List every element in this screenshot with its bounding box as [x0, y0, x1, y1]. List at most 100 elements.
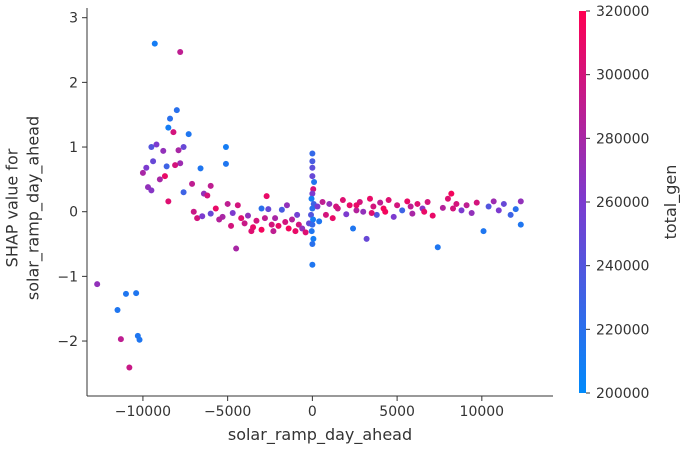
x-axis-label: solar_ramp_day_ahead	[228, 425, 412, 445]
scatter-point	[309, 190, 316, 197]
scatter-point	[190, 208, 197, 215]
scatter-point	[122, 290, 129, 297]
scatter-point	[394, 202, 401, 209]
colorbar-tick-label: 280000	[596, 131, 649, 147]
scatter-point	[319, 199, 326, 205]
scatter-point	[270, 228, 277, 235]
scatter-point	[309, 241, 316, 248]
scatter-point	[448, 190, 455, 197]
scatter-point	[278, 206, 285, 213]
x-tick-label: 5000	[379, 404, 415, 420]
scatter-point	[204, 192, 211, 199]
scatter-point	[133, 290, 140, 297]
scatter-point	[429, 212, 436, 219]
scatter-point	[180, 144, 187, 151]
scatter-point	[177, 160, 184, 167]
scatter-point	[322, 211, 329, 218]
scatter-point	[450, 205, 457, 212]
scatter-point	[229, 209, 236, 216]
scatter-point	[114, 306, 121, 313]
scatter-point	[360, 208, 367, 215]
colorbar-tick-label: 240000	[596, 259, 649, 275]
scatter-point	[180, 189, 187, 196]
scatter-point	[485, 203, 492, 210]
y-tick-label: 2	[69, 75, 78, 91]
scatter-point	[148, 144, 155, 151]
scatter-point	[153, 141, 160, 148]
x-tick-label: 10000	[460, 404, 505, 420]
scatter-point	[512, 206, 519, 213]
scatter-point	[350, 225, 357, 232]
scatter-point	[310, 235, 317, 242]
scatter-point	[409, 210, 416, 217]
scatter-point	[308, 211, 315, 218]
x-tick-label: 0	[308, 404, 317, 420]
scatter-point	[207, 210, 214, 217]
scatter-point	[366, 195, 373, 202]
scatter-point	[248, 228, 255, 235]
scatter-point	[268, 221, 275, 228]
scatter-point	[238, 215, 245, 222]
colorbar-label: total_gen	[661, 165, 681, 240]
scatter-point	[346, 202, 353, 209]
scatter-point	[507, 211, 514, 218]
scatter-point	[373, 211, 380, 218]
scatter-point	[363, 235, 370, 242]
y-tick-label: 1	[69, 140, 78, 156]
scatter-point	[234, 202, 241, 209]
scatter-point	[272, 215, 279, 222]
scatter-point	[500, 200, 507, 207]
scatter-point	[136, 336, 143, 343]
scatter-point	[295, 221, 302, 228]
scatter-point	[289, 216, 296, 223]
colorbar-tick-label: 300000	[596, 68, 649, 84]
scatter-point	[148, 187, 155, 194]
y-tick-label: −2	[57, 334, 78, 350]
scatter-point	[167, 115, 174, 122]
scatter-point	[253, 217, 260, 224]
scatter-point	[175, 147, 182, 154]
y-axis-label-line: solar_ramp_day_ahead	[24, 116, 44, 300]
scatter-point	[126, 364, 133, 371]
scatter-point	[241, 220, 248, 227]
scatter-point	[385, 197, 392, 204]
scatter-point	[390, 213, 397, 220]
scatter-point	[439, 204, 446, 211]
scatter-point	[404, 198, 411, 205]
scatter-point	[143, 164, 150, 171]
scatter-point	[177, 48, 184, 55]
scatter-point	[302, 229, 309, 236]
scatter-point	[517, 221, 524, 228]
scatter-point	[326, 200, 333, 207]
scatter-point	[495, 207, 502, 214]
scatter-point	[480, 228, 487, 235]
scatter-point	[258, 205, 265, 212]
scatter-point	[310, 186, 317, 193]
scatter-point	[283, 202, 290, 209]
scatter-point	[170, 129, 177, 136]
scatter-point	[473, 199, 480, 206]
scatter-points	[94, 40, 524, 371]
scatter-point	[161, 173, 168, 180]
y-tick-label: −1	[57, 269, 78, 285]
scatter-point	[370, 203, 377, 210]
scatter-point	[309, 205, 316, 212]
scatter-point	[139, 169, 146, 176]
scatter-point	[309, 221, 316, 228]
scatter-point	[265, 206, 272, 213]
scatter-point	[310, 216, 317, 223]
scatter-point	[224, 200, 231, 207]
scatter-point	[156, 176, 163, 183]
scatter-point	[160, 147, 167, 154]
scatter-point	[244, 212, 251, 219]
scatter-point	[165, 198, 172, 205]
scatter-point	[309, 261, 316, 268]
scatter-point	[309, 150, 316, 157]
scatter-point	[309, 164, 316, 171]
scatter-point	[314, 203, 321, 210]
scatter-point	[309, 173, 316, 180]
scatter-point	[222, 144, 229, 151]
y-axis-label-line: SHAP value for	[3, 148, 22, 267]
scatter-point	[285, 225, 292, 232]
